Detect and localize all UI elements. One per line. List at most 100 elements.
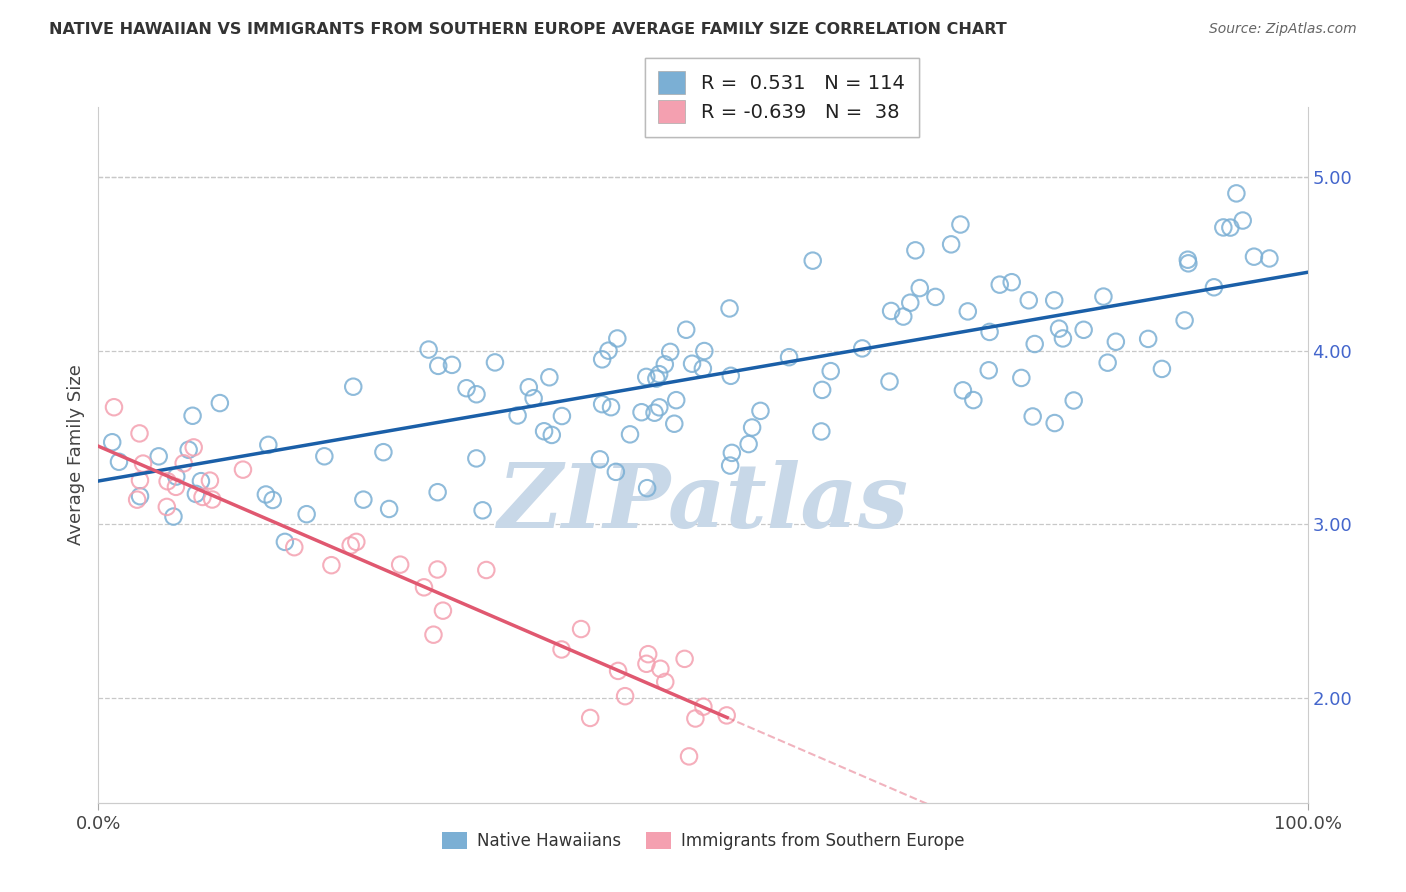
Point	[181, 409, 204, 423]
Point	[352, 492, 374, 507]
Point	[262, 493, 284, 508]
Point	[295, 507, 318, 521]
Point	[605, 465, 627, 479]
Y-axis label: Average Family Size: Average Family Size	[66, 365, 84, 545]
Point	[720, 368, 742, 383]
Point	[103, 401, 125, 415]
Point	[190, 474, 212, 488]
Point	[749, 404, 772, 418]
Text: NATIVE HAWAIIAN VS IMMIGRANTS FROM SOUTHERN EUROPE AVERAGE FAMILY SIZE CORRELATI: NATIVE HAWAIIAN VS IMMIGRANTS FROM SOUTH…	[49, 22, 1007, 37]
Point	[551, 409, 574, 423]
Point	[538, 370, 561, 384]
Point	[432, 604, 454, 618]
Point	[156, 500, 179, 514]
Point	[165, 480, 187, 494]
Point	[314, 450, 336, 464]
Point	[880, 304, 903, 318]
Point	[342, 380, 364, 394]
Point	[648, 367, 671, 381]
Text: Source: ZipAtlas.com: Source: ZipAtlas.com	[1209, 22, 1357, 37]
Point	[232, 462, 254, 476]
Point	[692, 361, 714, 376]
Point	[716, 708, 738, 723]
Point	[156, 475, 179, 489]
Point	[129, 473, 152, 487]
Point	[637, 647, 659, 661]
Point	[737, 437, 759, 451]
Point	[606, 331, 628, 345]
Point	[924, 290, 946, 304]
Point	[591, 397, 613, 411]
Point	[427, 359, 450, 373]
Point	[413, 580, 436, 594]
Point	[1232, 213, 1254, 227]
Point	[614, 689, 637, 703]
Point	[389, 558, 412, 572]
Point	[879, 375, 901, 389]
Point	[664, 417, 686, 431]
Point	[650, 662, 672, 676]
Point	[636, 370, 658, 384]
Point	[257, 438, 280, 452]
Point	[101, 435, 124, 450]
Point	[619, 427, 641, 442]
Point	[148, 450, 170, 464]
Point	[979, 325, 1001, 339]
Point	[378, 502, 401, 516]
Point	[811, 383, 834, 397]
Point	[636, 481, 658, 495]
Point	[1021, 409, 1043, 424]
Point	[579, 711, 602, 725]
Point	[165, 469, 187, 483]
Point	[1097, 356, 1119, 370]
Point	[962, 393, 984, 408]
Point	[1219, 220, 1241, 235]
Point	[484, 355, 506, 369]
Point	[851, 342, 873, 356]
Point	[645, 371, 668, 385]
Point	[1177, 256, 1199, 270]
Point	[184, 487, 207, 501]
Point	[418, 343, 440, 357]
Point	[685, 711, 707, 725]
Point	[1047, 321, 1070, 335]
Point	[681, 357, 703, 371]
Point	[1177, 252, 1199, 267]
Point	[820, 364, 842, 378]
Point	[598, 343, 620, 358]
Point	[1043, 416, 1066, 430]
Point	[1137, 332, 1160, 346]
Point	[540, 428, 562, 442]
Point	[654, 357, 676, 371]
Point	[718, 301, 741, 316]
Point	[718, 458, 741, 473]
Point	[1225, 186, 1247, 201]
Point	[1243, 250, 1265, 264]
Point	[422, 628, 444, 642]
Point	[1018, 293, 1040, 308]
Point	[254, 487, 277, 501]
Point	[1105, 334, 1128, 349]
Point	[440, 358, 463, 372]
Point	[630, 405, 652, 419]
Point	[675, 323, 697, 337]
Point	[898, 295, 921, 310]
Point	[1063, 393, 1085, 408]
Point	[191, 490, 214, 504]
Point	[283, 540, 305, 554]
Point	[321, 558, 343, 573]
Point	[465, 451, 488, 466]
Point	[721, 446, 744, 460]
Point	[741, 420, 763, 434]
Legend: Native Hawaiians, Immigrants from Southern Europe: Native Hawaiians, Immigrants from Southe…	[434, 826, 972, 857]
Point	[183, 441, 205, 455]
Point	[636, 657, 658, 671]
Point	[692, 699, 714, 714]
Point	[1024, 337, 1046, 351]
Point	[201, 492, 224, 507]
Point	[589, 452, 612, 467]
Point	[891, 310, 914, 324]
Point	[344, 534, 367, 549]
Point	[129, 489, 152, 503]
Point	[644, 406, 666, 420]
